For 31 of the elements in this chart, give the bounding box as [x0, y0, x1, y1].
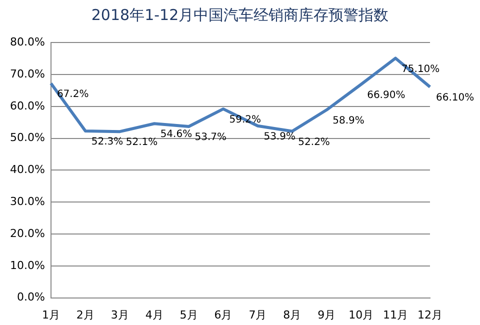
x-tick-label: 2月	[76, 308, 94, 322]
x-tick-label: 1月	[42, 308, 60, 322]
y-tick-label: 10.0%	[10, 258, 45, 272]
data-label: 66.10%	[436, 92, 474, 104]
data-label: 52.1%	[126, 137, 158, 148]
y-tick-label: 60.0%	[10, 99, 45, 112]
x-tick-label: 7月	[248, 308, 267, 322]
data-label: 52.2%	[298, 136, 330, 148]
y-tick-label: 0.0%	[16, 290, 45, 304]
x-tick-label: 10月	[348, 308, 374, 322]
x-tick-label: 6月	[214, 308, 232, 322]
data-label: 53.9%	[264, 131, 296, 142]
x-tick-label: 8月	[283, 308, 302, 322]
data-label: 53.7%	[194, 132, 227, 144]
y-tick-label: 70.0%	[10, 67, 45, 80]
y-tick-label: 50.0%	[10, 131, 45, 144]
x-tick-label: 12月	[418, 308, 442, 322]
x-tick-label: 4月	[145, 308, 164, 322]
y-tick-label: 80.0%	[10, 35, 45, 48]
data-label: 54.6%	[160, 129, 192, 140]
y-tick-label: 20.0%	[10, 226, 45, 240]
x-tick-label: 3月	[110, 308, 129, 322]
x-tick-label: 5月	[180, 308, 198, 322]
y-tick-label: 40.0%	[10, 163, 45, 176]
y-tick-label: 30.0%	[10, 194, 45, 208]
data-label: 58.9%	[332, 116, 364, 127]
x-tick-label: 11月	[383, 308, 408, 322]
chart-title: 2018年1-12月中国汽车经销商库存预警指数	[90, 5, 390, 26]
x-tick-label: 9月	[318, 308, 336, 322]
data-label: 52.3%	[91, 136, 124, 148]
data-label: 66.90%	[367, 90, 406, 101]
